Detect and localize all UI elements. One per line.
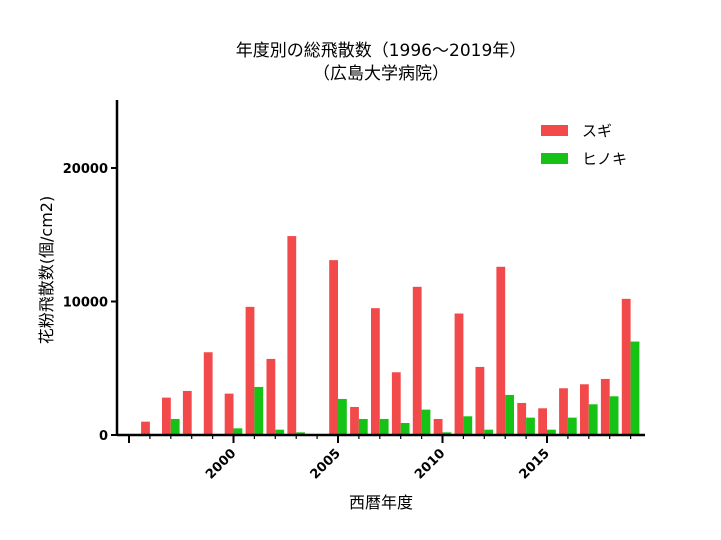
- x-tick-label-2005: 2005: [308, 446, 344, 482]
- bar-hinoki-2018: [609, 396, 619, 435]
- bar-sugi-2014: [517, 402, 527, 435]
- bar-hinoki-2015: [547, 429, 556, 435]
- bar-hinoki-2000: [233, 428, 243, 435]
- legend-label-sugi: スギ: [582, 122, 612, 140]
- bar-hinoki-2002: [275, 429, 285, 435]
- bar-sugi-2019: [621, 298, 631, 435]
- bar-hinoki-2011: [463, 416, 473, 435]
- bar-hinoki-2010: [442, 432, 452, 435]
- x-tick-label-2015: 2015: [517, 446, 553, 482]
- bar-sugi-2016: [559, 388, 568, 435]
- bar-hinoki-2013: [505, 394, 514, 435]
- bar-sugi-2002: [266, 358, 276, 435]
- y-tick-label-0: 0: [99, 429, 108, 444]
- bar-sugi-2010: [433, 418, 443, 435]
- bar-hinoki-2001: [254, 386, 264, 435]
- bar-sugi-2012: [475, 366, 485, 435]
- bar-hinoki-1997: [170, 418, 180, 435]
- bar-sugi-2009: [412, 286, 422, 435]
- legend-swatch-hinoki: [541, 153, 568, 164]
- bar-sugi-2003: [287, 236, 297, 435]
- bar-sugi-2011: [454, 313, 464, 435]
- bar-hinoki-2006: [358, 418, 368, 435]
- bar-hinoki-2005: [338, 398, 347, 435]
- bar-sugi-2000: [224, 393, 234, 435]
- bar-hinoki-2009: [421, 409, 431, 435]
- bar-sugi-1998: [182, 390, 192, 435]
- bar-hinoki-2012: [484, 429, 494, 435]
- bar-sugi-2006: [350, 406, 359, 435]
- bar-hinoki-2003: [296, 432, 305, 435]
- x-axis-label: 西暦年度: [349, 493, 413, 512]
- bar-hinoki-2007: [379, 418, 389, 435]
- bar-sugi-1996: [141, 421, 150, 435]
- bar-hinoki-2008: [400, 422, 410, 435]
- y-axis-label: 花粉飛散数(個/cm2): [37, 196, 56, 344]
- y-tick-label-20000: 20000: [63, 162, 108, 177]
- bar-hinoki-2017: [588, 404, 598, 435]
- bar-sugi-2007: [371, 308, 380, 435]
- bar-hinoki-2019: [630, 341, 640, 435]
- bar-sugi-1997: [162, 397, 171, 435]
- bar-sugi-2017: [580, 384, 589, 435]
- bar-sugi-2018: [600, 378, 610, 435]
- legend-label-hinoki: ヒノキ: [582, 150, 627, 168]
- bar-hinoki-2016: [567, 417, 577, 435]
- x-tick-label-2000: 2000: [203, 446, 239, 482]
- axes-group: [115, 100, 645, 437]
- bar-sugi-2005: [329, 260, 338, 435]
- bars-group: [141, 236, 640, 435]
- chart-title: 年度別の総飛散数（1996〜2019年）: [236, 41, 527, 61]
- bar-sugi-2001: [245, 306, 255, 435]
- x-tick-label-2010: 2010: [412, 446, 448, 482]
- bar-sugi-1999: [203, 352, 213, 435]
- bar-sugi-2008: [391, 372, 401, 435]
- legend-swatch-sugi: [541, 125, 568, 136]
- bar-sugi-2013: [496, 266, 506, 435]
- y-tick-label-10000: 10000: [63, 296, 108, 311]
- bar-hinoki-2014: [526, 417, 535, 435]
- bar-sugi-2015: [538, 408, 547, 435]
- chart-subtitle: （広島大学病院）: [313, 64, 449, 84]
